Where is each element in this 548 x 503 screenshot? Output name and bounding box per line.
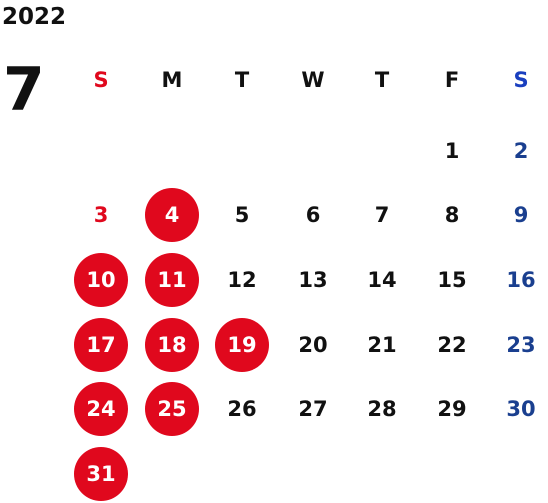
calendar-day-13[interactable]: 13 [298, 268, 328, 292]
calendar-day-25[interactable]: 25 [145, 382, 199, 436]
weekday-header-sunday: S [93, 68, 109, 92]
calendar-day-20[interactable]: 20 [298, 333, 328, 357]
weekday-header-tuesday: T [234, 68, 250, 92]
calendar-day-4[interactable]: 4 [145, 188, 199, 242]
calendar-day-8[interactable]: 8 [444, 203, 460, 227]
calendar-day-9[interactable]: 9 [513, 203, 529, 227]
calendar-day-1[interactable]: 1 [444, 139, 460, 163]
calendar-day-5[interactable]: 5 [234, 203, 250, 227]
calendar-day-23[interactable]: 23 [506, 333, 536, 357]
calendar-day-12[interactable]: 12 [227, 268, 257, 292]
calendar-day-22[interactable]: 22 [437, 333, 467, 357]
calendar-day-7[interactable]: 7 [374, 203, 390, 227]
calendar-day-28[interactable]: 28 [367, 397, 397, 421]
calendar-day-29[interactable]: 29 [437, 397, 467, 421]
calendar-day-27[interactable]: 27 [298, 397, 328, 421]
calendar-day-17[interactable]: 17 [74, 318, 128, 372]
weekday-header-friday: F [444, 68, 460, 92]
calendar-day-19[interactable]: 19 [215, 318, 269, 372]
calendar-day-21[interactable]: 21 [367, 333, 397, 357]
weekday-header-wednesday: W [301, 68, 325, 92]
calendar-day-31[interactable]: 31 [74, 447, 128, 501]
calendar-day-3[interactable]: 3 [93, 203, 109, 227]
calendar-day-16[interactable]: 16 [506, 268, 536, 292]
calendar-day-30[interactable]: 30 [506, 397, 536, 421]
weekday-header-thursday: T [374, 68, 390, 92]
calendar-month: 7 [3, 55, 45, 125]
calendar-day-14[interactable]: 14 [367, 268, 397, 292]
calendar-day-6[interactable]: 6 [305, 203, 321, 227]
calendar-day-10[interactable]: 10 [74, 253, 128, 307]
calendar-day-26[interactable]: 26 [227, 397, 257, 421]
calendar-year: 2022 [2, 4, 67, 30]
weekday-header-saturday: S [513, 68, 529, 92]
calendar-day-11[interactable]: 11 [145, 253, 199, 307]
calendar-day-24[interactable]: 24 [74, 382, 128, 436]
calendar-day-18[interactable]: 18 [145, 318, 199, 372]
calendar-day-15[interactable]: 15 [437, 268, 467, 292]
weekday-header-monday: M [161, 68, 183, 92]
calendar-day-2[interactable]: 2 [513, 139, 529, 163]
